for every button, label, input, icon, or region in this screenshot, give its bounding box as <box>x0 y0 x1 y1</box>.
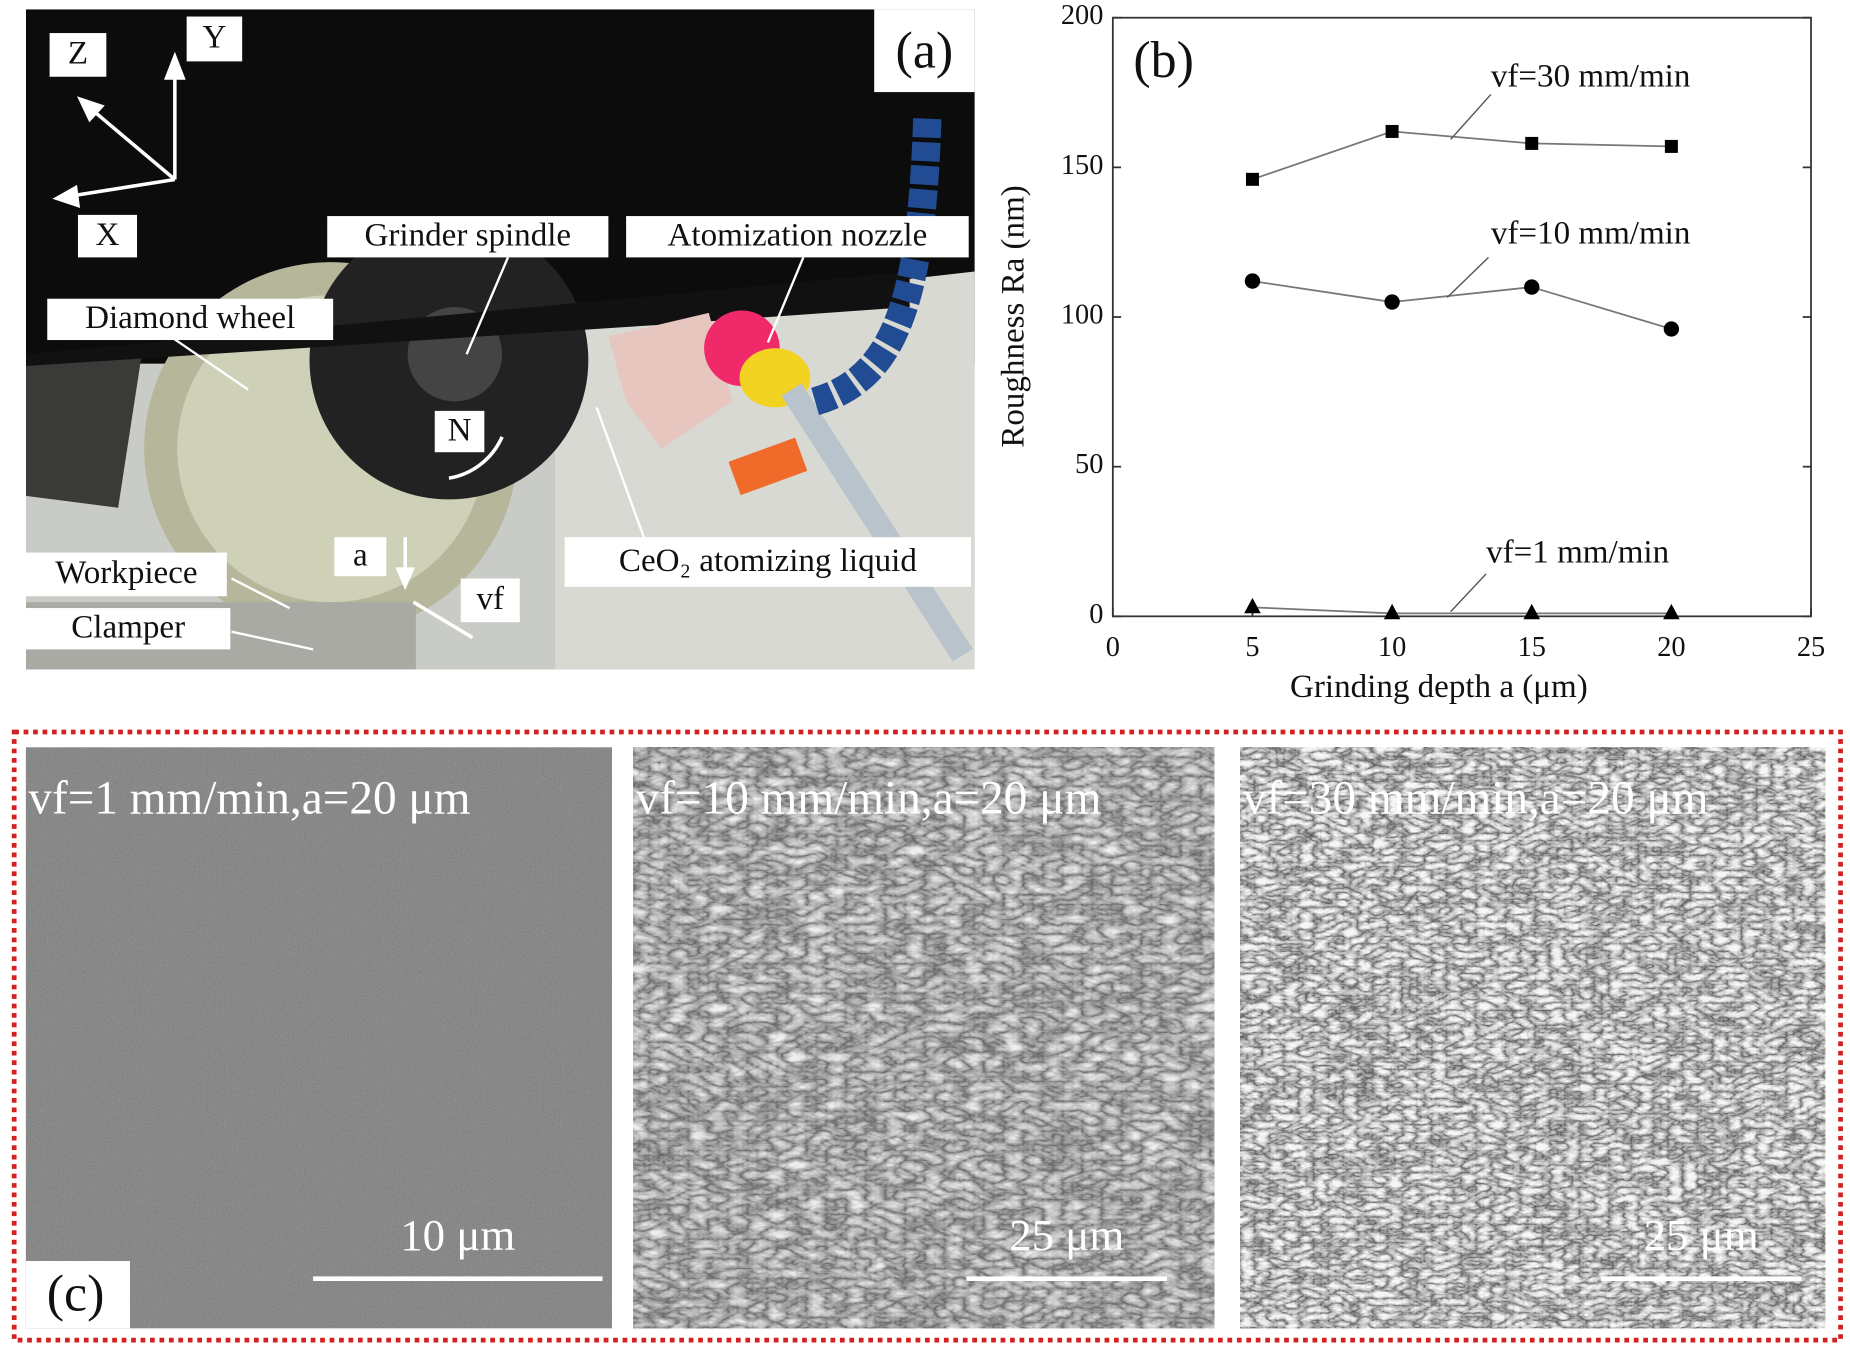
axis-label-box <box>77 214 138 258</box>
y-tick-label: 50 <box>1075 449 1103 480</box>
marker <box>1524 279 1540 295</box>
callout-box <box>564 537 972 587</box>
sem-texture <box>25 747 612 1329</box>
series-label: vf=1 mm/min <box>1486 535 1669 571</box>
image-caption: vf=1 mm/min,a=20 μm <box>28 773 470 825</box>
image-caption: vf=10 mm/min,a=20 μm <box>636 773 1102 825</box>
marker <box>1663 321 1680 337</box>
scale-bar-label: 25 μm <box>1644 1210 1759 1260</box>
plot-frame <box>1111 16 1812 618</box>
series-label: vf=30 mm/min <box>1491 59 1691 95</box>
sem-texture <box>1240 747 1826 1329</box>
callout-box <box>434 410 485 453</box>
panel-label: (c) <box>47 1266 105 1323</box>
axis-label: X <box>96 217 120 253</box>
panel-c-frame <box>11 729 1843 1343</box>
marker <box>1664 139 1678 153</box>
callout: Atomization nozzle <box>668 218 928 254</box>
marker <box>1244 597 1261 614</box>
axis-label-box <box>49 33 107 77</box>
callout: vf <box>476 581 504 617</box>
marker <box>1383 603 1401 620</box>
callout: N <box>448 412 472 448</box>
marker <box>1663 603 1680 620</box>
marker <box>1385 124 1399 138</box>
y-tick-label: 100 <box>1061 300 1104 331</box>
axis-label-box <box>186 16 243 62</box>
x-axis-label: Grinding depth a (μm) <box>1290 669 1588 705</box>
callout: Grinder spindle <box>365 218 572 254</box>
sem-texture <box>633 747 1215 1329</box>
callout-box <box>25 608 231 650</box>
callout: CeO₂ atomizing liquid <box>619 543 917 579</box>
marker <box>1384 294 1400 310</box>
y-tick-label: 150 <box>1061 150 1104 181</box>
y-tick-label: 0 <box>1089 599 1103 630</box>
x-tick-label: 20 <box>1657 632 1685 663</box>
photo <box>25 9 975 670</box>
image-caption: vf=30 mm/min,a=20 μm <box>1243 773 1709 825</box>
panel-label-box <box>25 1260 130 1329</box>
leader-line <box>1446 256 1489 299</box>
marker <box>1525 136 1539 150</box>
callout: Clamper <box>71 610 185 646</box>
scale-bar-label: 25 μm <box>1009 1210 1124 1260</box>
callout-box <box>47 298 334 341</box>
axis-label: Y <box>202 20 226 56</box>
x-tick-label: 5 <box>1245 632 1259 663</box>
callout-box <box>460 578 520 623</box>
marker <box>1244 273 1261 289</box>
leader-line <box>1450 573 1487 613</box>
series-line <box>1252 130 1672 181</box>
x-tick-label: 25 <box>1797 632 1825 663</box>
callout: Diamond wheel <box>85 300 295 336</box>
callout: a <box>353 537 368 573</box>
callout-box <box>626 216 969 258</box>
callout-box <box>327 216 609 258</box>
panel-label: (b) <box>1133 32 1194 89</box>
callout-box <box>334 537 387 577</box>
x-tick-label: 0 <box>1106 632 1120 663</box>
series-line <box>1252 280 1672 330</box>
series-line <box>1252 606 1672 615</box>
panel-label: (a) <box>896 22 954 79</box>
y-axis-label: Roughness Ra (nm) <box>996 185 1032 447</box>
callout: Workpiece <box>55 555 197 591</box>
marker <box>1245 172 1259 186</box>
leader-line <box>1450 93 1492 140</box>
scale-bar-label: 10 μm <box>400 1210 515 1260</box>
axis-label: Z <box>68 36 88 72</box>
series-label: vf=10 mm/min <box>1491 216 1691 252</box>
x-tick-label: 15 <box>1518 632 1546 663</box>
marker <box>1523 603 1541 620</box>
x-tick-label: 10 <box>1378 632 1406 663</box>
y-tick-label: 200 <box>1061 0 1104 31</box>
callout-box <box>25 552 227 597</box>
